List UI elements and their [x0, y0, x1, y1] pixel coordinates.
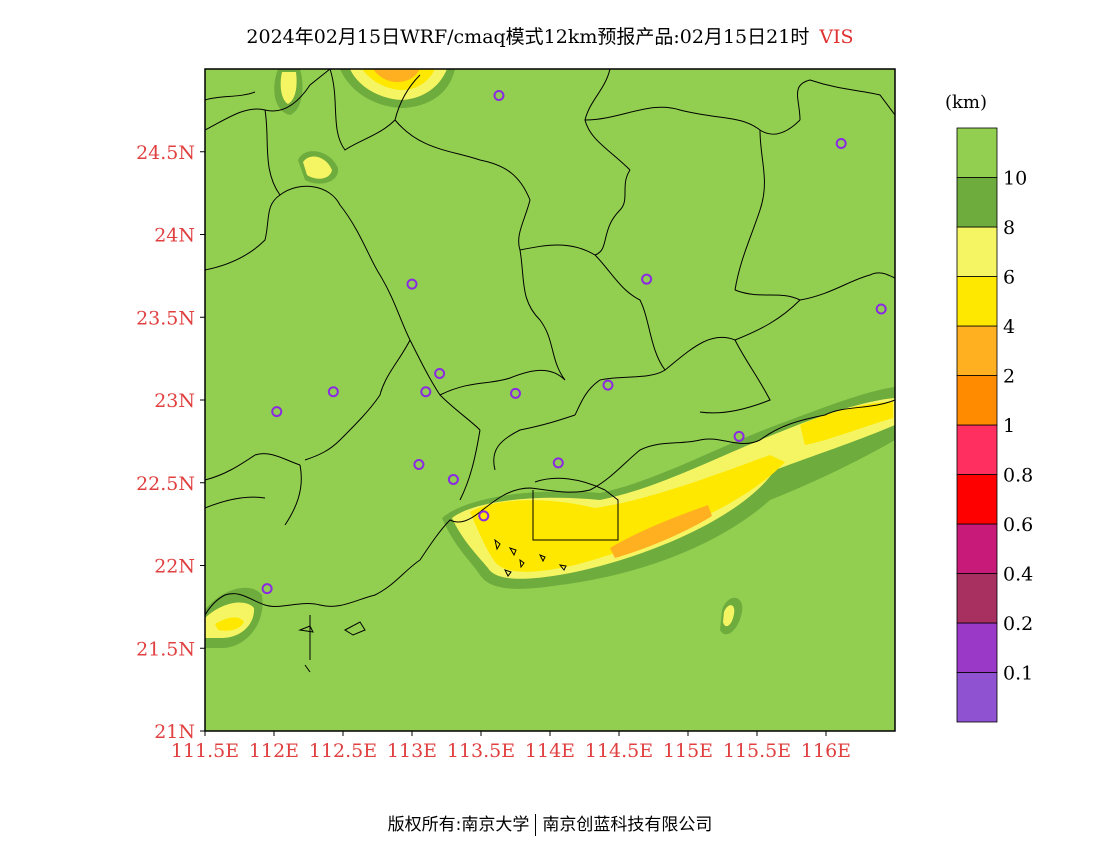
- contour-band-6: [470, 455, 785, 572]
- colorbar-band: [956, 622, 998, 673]
- title-main: 2024年02月15日WRF/cmaq模式12km预报产品:02月15日21时: [246, 26, 810, 48]
- colorbar-band: [956, 474, 998, 525]
- map-title: 2024年02月15日WRF/cmaq模式12km预报产品:02月15日21时 V…: [0, 22, 1100, 49]
- station-marker: [510, 387, 521, 399]
- colorbar-label: 0.8: [1003, 465, 1033, 487]
- station-marker: [327, 386, 339, 398]
- station-marker: [552, 457, 564, 469]
- y-tick-label: 23.5N: [136, 307, 195, 329]
- y-tick-label: 22.5N: [136, 473, 195, 495]
- colorbar-band: [956, 672, 998, 723]
- y-tick-label: 24.5N: [136, 142, 195, 164]
- footer-separator: [535, 814, 537, 836]
- colorbar-label: 0.1: [1003, 663, 1033, 685]
- x-tick-label: 111.5E: [171, 740, 239, 762]
- contour-band-8: [280, 72, 297, 104]
- coastline: [204, 399, 896, 673]
- x-tick-label: 114E: [525, 740, 575, 762]
- contour-band-4: [373, 69, 420, 82]
- station-marker: [478, 510, 490, 522]
- x-tick-label: 115E: [663, 740, 713, 762]
- station-marker: [447, 473, 459, 485]
- contour-band-6: [215, 617, 244, 631]
- station-marker: [602, 379, 614, 391]
- station-marker: [271, 406, 283, 418]
- colorbar-band: [956, 375, 998, 426]
- colorbar-band: [956, 523, 998, 574]
- colorbar-band: [956, 573, 998, 624]
- colorbar-label: 4: [1003, 316, 1015, 338]
- x-tick-label: 115.5E: [723, 740, 791, 762]
- footer: 版权所有:南京大学 南京创蓝科技有限公司: [0, 810, 1100, 836]
- station-marker: [641, 273, 653, 285]
- station-markers: [261, 89, 887, 595]
- colorbar-band: [956, 424, 998, 475]
- station-marker: [733, 430, 745, 442]
- station-marker: [420, 386, 432, 398]
- station-marker: [835, 137, 847, 149]
- colorbar-label: 10: [1003, 168, 1027, 190]
- footer-left: 版权所有:南京大学: [387, 815, 530, 835]
- y-axis: 21N 21.5N 22N 22.5N 23N 23.5N 24N 24.5N: [136, 142, 205, 743]
- colorbar-label: 0.4: [1003, 564, 1033, 586]
- contour-band-6: [800, 402, 893, 445]
- colorbar-label: 8: [1003, 217, 1015, 239]
- y-tick-label: 22N: [154, 556, 195, 578]
- x-tick-label: 116E: [801, 740, 851, 762]
- colorbar-label: 0.6: [1003, 514, 1033, 536]
- admin-boundaries: [204, 68, 896, 541]
- colorbar-band: [956, 325, 998, 376]
- x-tick-label: 113.5E: [447, 740, 515, 762]
- y-tick-label: 24N: [154, 225, 195, 247]
- colorbar-band: [956, 276, 998, 327]
- contour-band-4: [610, 505, 712, 558]
- colorbar-band: [956, 127, 998, 178]
- x-tick-label: 113E: [387, 740, 437, 762]
- station-marker: [261, 583, 273, 595]
- station-marker: [434, 368, 446, 380]
- contour-band-8: [723, 605, 735, 627]
- colorbar-band: [956, 226, 998, 277]
- y-tick-label: 21.5N: [136, 638, 195, 660]
- station-marker: [406, 278, 418, 290]
- station-marker: [875, 303, 887, 315]
- colorbar-label: 6: [1003, 267, 1015, 289]
- footer-right: 南京创蓝科技有限公司: [542, 815, 713, 835]
- x-tick-label: 112E: [249, 740, 299, 762]
- colorbar-unit: (km): [945, 92, 987, 113]
- colorbar-label: 2: [1003, 366, 1015, 388]
- x-tick-label: 114.5E: [585, 740, 653, 762]
- station-marker: [493, 89, 505, 101]
- x-axis: 111.5E 112E 112.5E 113E 113.5E 114E 114.5E 115E…: [171, 731, 851, 762]
- colorbar-band: [956, 177, 998, 228]
- title-variable: VIS: [819, 26, 854, 48]
- station-marker: [413, 459, 425, 471]
- colorbar-label: 0.2: [1003, 613, 1033, 635]
- y-tick-label: 21N: [154, 721, 195, 743]
- y-tick-label: 23N: [154, 390, 195, 412]
- visibility-contours: [205, 69, 895, 648]
- contour-band-8: [303, 156, 332, 179]
- colorbar-label: 1: [1003, 415, 1015, 437]
- colorbar: 0.1 0.2 0.4 0.6 0.8 1 2 4 6 8 10: [956, 127, 1033, 723]
- x-tick-label: 112.5E: [309, 740, 377, 762]
